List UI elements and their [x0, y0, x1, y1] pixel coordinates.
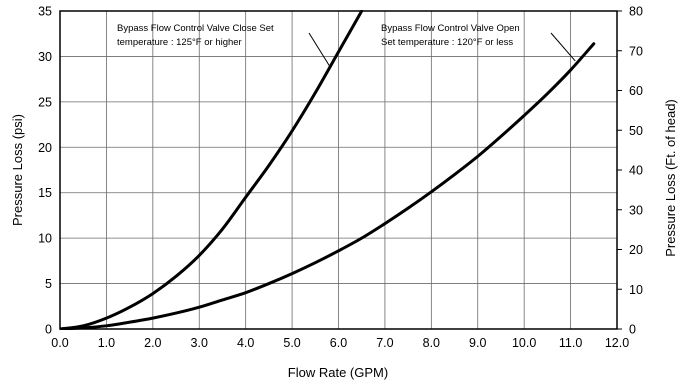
- annotation-line: temperature : 125°F or higher: [117, 37, 242, 48]
- x-tick-label: 6.0: [330, 336, 347, 350]
- series-layer: [60, 10, 596, 330]
- annotations: Bypass Flow Control Valve Close Set tempe…: [117, 23, 576, 66]
- annotation-line: Bypass Flow Control Valve Close Set: [117, 23, 274, 34]
- y2-tick-label: 10: [629, 283, 643, 297]
- grid: [60, 11, 617, 329]
- annotation: Bypass Flow Control Valve Close Set tempe…: [117, 23, 330, 66]
- x-tick-label: 2.0: [144, 336, 161, 350]
- annotation-line: Bypass Flow Control Valve Open: [381, 23, 520, 34]
- y2-tick-label: 0: [629, 323, 636, 337]
- tick-labels: 0.0 1.0 2.0 3.0 4.0 5.0 6.0 7.0 8.0 9.0 10.0 11.0 12…: [38, 5, 643, 351]
- y-tick-label: 15: [38, 186, 52, 200]
- y-tick-label: 0: [45, 323, 52, 337]
- series-open-set-curve: [60, 42, 596, 330]
- x-tick-label: 11.0: [559, 336, 582, 350]
- annotation-leader-line: [308, 32, 330, 66]
- x-tick-label: 9.0: [469, 336, 486, 350]
- x-tick-label: 4.0: [237, 336, 254, 350]
- y2-tick-label: 60: [629, 84, 643, 98]
- y2-tick-label: 80: [629, 5, 643, 19]
- annotation-leader-line: [550, 32, 576, 62]
- x-tick-label: 10.0: [512, 336, 536, 350]
- y2-tick-label: 50: [629, 124, 643, 138]
- y2-tick-label: 70: [629, 44, 643, 58]
- y-axis-title: Pressure Loss (psi): [10, 114, 25, 226]
- y2-tick-label: 20: [629, 243, 643, 257]
- x-tick-label: 12.0: [605, 336, 629, 350]
- x-axis-title: Flow Rate (GPM): [288, 365, 388, 380]
- annotation-line: Set temperature : 120°F or less: [381, 37, 513, 48]
- y-tick-label: 20: [38, 141, 52, 155]
- y-tick-label: 5: [45, 277, 52, 291]
- x-tick-label: 3.0: [191, 336, 208, 350]
- y2-tick-label: 30: [629, 203, 643, 217]
- y-tick-label: 35: [38, 5, 52, 19]
- series-close-set-curve: [60, 10, 364, 330]
- annotation: Bypass Flow Control Valve Open Set temper…: [381, 23, 576, 62]
- y2-tick-label: 40: [629, 164, 643, 178]
- x-tick-label: 0.0: [51, 336, 68, 350]
- y-tick-label: 10: [38, 232, 52, 246]
- x-tick-label: 7.0: [376, 336, 393, 350]
- x-tick-label: 8.0: [423, 336, 440, 350]
- y2-axis-title: Pressure Loss (Ft. of head): [663, 99, 678, 257]
- y-tick-label: 25: [38, 95, 52, 109]
- y-tick-label: 30: [38, 50, 52, 64]
- x-tick-label: 5.0: [283, 336, 300, 350]
- x-tick-label: 1.0: [98, 336, 115, 350]
